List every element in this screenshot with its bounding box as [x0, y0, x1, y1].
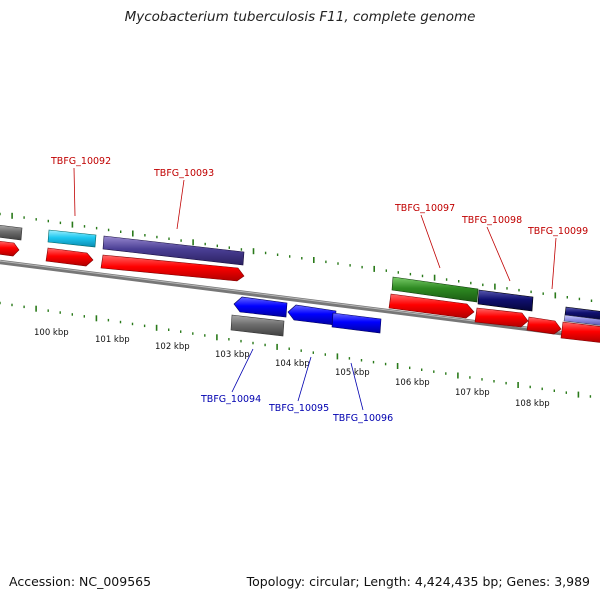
accession-label: Accession: NC_009565	[9, 574, 152, 589]
cds-arrow-forward	[45, 247, 94, 267]
ruler-label-103kbp: 103 kbp	[215, 350, 250, 360]
ruler-label-107kbp: 107 kbp	[455, 388, 490, 398]
feature-bar-navy	[477, 289, 534, 312]
reverse-gene-labels: TBFG_10094 TBFG_10095 TBFG_10096	[200, 348, 393, 424]
ruler-label-108kbp: 108 kbp	[515, 399, 550, 409]
feature-bar-cyan	[47, 229, 97, 248]
upper-tick-ruler	[0, 212, 593, 302]
feature-bar-navy	[564, 306, 600, 320]
ruler-label-101kbp: 101 kbp	[95, 335, 130, 345]
feature-bar-purple	[102, 235, 245, 266]
feature-bar-green	[391, 276, 479, 303]
lower-tick-ruler	[0, 301, 592, 398]
gene-label-tbfg-10092: TBFG_10092	[50, 156, 111, 167]
gene-label-tbfg-10096: TBFG_10096	[332, 413, 393, 424]
gene-label-tbfg-10094: TBFG_10094	[200, 394, 261, 405]
map-title: Mycobacterium tuberculosis F11, complete…	[124, 9, 476, 25]
ruler-labels: 100 kbp 101 kbp 102 kbp 103 kbp 104 kbp …	[34, 328, 550, 409]
gene-label-tbfg-10093: TBFG_10093	[153, 168, 214, 179]
reverse-cds-track	[230, 296, 382, 337]
feature-bar-lavender	[563, 314, 600, 326]
feature-bar-gray	[230, 314, 285, 337]
ruler-label-106kbp: 106 kbp	[395, 378, 430, 388]
cds-arrow-reverse	[233, 296, 288, 318]
cds-arrow-forward	[560, 321, 600, 343]
cds-arrow-forward	[474, 307, 529, 328]
cds-arrow-forward	[100, 254, 245, 282]
gene-label-tbfg-10097: TBFG_10097	[394, 203, 455, 214]
ruler-label-102kbp: 102 kbp	[155, 342, 190, 352]
ruler-label-104kbp: 104 kbp	[275, 359, 310, 369]
ruler-label-105kbp: 105 kbp	[335, 368, 370, 378]
feature-bar-gray	[0, 224, 23, 241]
gene-label-tbfg-10099: TBFG_10099	[527, 226, 588, 237]
cds-arrow-forward	[0, 240, 20, 257]
forward-gene-labels: TBFG_10092 TBFG_10093 TBFG_10097 TBFG_10…	[50, 156, 588, 290]
cds-arrow-reverse	[287, 304, 337, 326]
gene-label-tbfg-10098: TBFG_10098	[461, 215, 522, 226]
cds-arrow-forward	[526, 316, 562, 335]
ruler-label-100kbp: 100 kbp	[34, 328, 69, 338]
forward-feature-track	[0, 224, 600, 326]
forward-cds-track	[0, 240, 600, 343]
cds-arrow-reverse	[331, 312, 382, 334]
gene-label-tbfg-10095: TBFG_10095	[268, 403, 329, 414]
cds-arrow-forward	[388, 293, 475, 319]
genome-summary: Topology: circular; Length: 4,424,435 bp…	[246, 574, 590, 589]
